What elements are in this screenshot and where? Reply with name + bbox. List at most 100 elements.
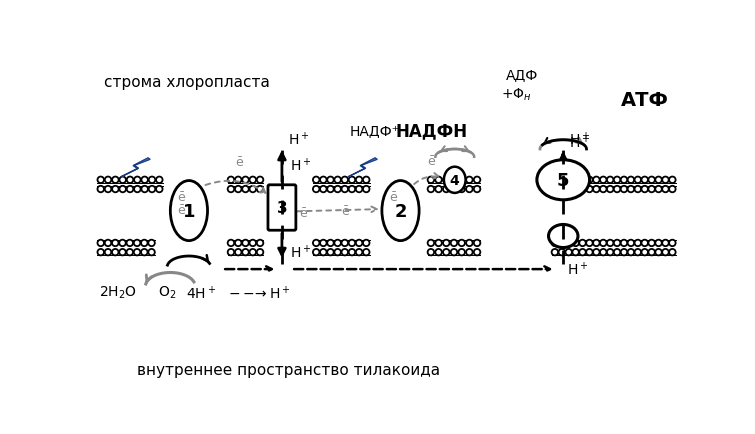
Circle shape (242, 177, 248, 184)
Circle shape (436, 240, 442, 247)
Circle shape (127, 186, 134, 193)
Text: 2: 2 (394, 202, 407, 220)
Circle shape (235, 177, 242, 184)
Text: 4H$^+$: 4H$^+$ (186, 284, 216, 301)
Circle shape (112, 250, 119, 256)
Circle shape (242, 186, 248, 193)
Text: $--\!\!\rightarrow$H$^+$: $--\!\!\rightarrow$H$^+$ (228, 284, 291, 301)
Circle shape (572, 250, 579, 256)
Circle shape (621, 177, 627, 184)
Circle shape (649, 186, 655, 193)
Circle shape (559, 186, 565, 193)
Ellipse shape (171, 181, 208, 241)
Circle shape (586, 177, 593, 184)
Circle shape (313, 250, 319, 256)
Circle shape (127, 250, 133, 256)
Circle shape (458, 240, 465, 247)
Circle shape (466, 250, 473, 256)
Circle shape (436, 186, 442, 193)
Circle shape (600, 250, 606, 256)
Circle shape (621, 250, 627, 256)
Circle shape (327, 177, 334, 184)
Circle shape (474, 240, 480, 247)
Circle shape (634, 186, 641, 193)
Circle shape (105, 186, 111, 193)
Circle shape (649, 240, 655, 247)
Circle shape (607, 186, 613, 193)
Circle shape (634, 177, 641, 184)
Circle shape (334, 250, 341, 256)
Circle shape (593, 177, 599, 184)
Circle shape (621, 186, 627, 193)
Circle shape (627, 186, 634, 193)
Circle shape (655, 177, 662, 184)
Circle shape (662, 186, 669, 193)
Circle shape (443, 177, 449, 184)
Circle shape (356, 177, 362, 184)
Circle shape (356, 186, 362, 193)
Circle shape (250, 240, 256, 247)
Circle shape (349, 240, 355, 247)
Circle shape (586, 250, 593, 256)
Circle shape (313, 177, 319, 184)
Circle shape (436, 250, 442, 256)
Circle shape (627, 240, 634, 247)
Text: строма хлоропласта: строма хлоропласта (103, 76, 270, 90)
Circle shape (627, 250, 634, 256)
Circle shape (149, 186, 156, 193)
Circle shape (235, 240, 242, 247)
Circle shape (235, 186, 242, 193)
Text: H$^+$: H$^+$ (569, 133, 591, 151)
Circle shape (662, 240, 669, 247)
Circle shape (119, 240, 126, 247)
Text: ē: ē (389, 191, 396, 204)
Circle shape (427, 250, 434, 256)
Circle shape (141, 240, 147, 247)
Circle shape (451, 250, 458, 256)
Circle shape (600, 186, 606, 193)
Text: АДФ: АДФ (506, 68, 538, 82)
Circle shape (627, 177, 634, 184)
Text: H$^+$: H$^+$ (290, 156, 311, 174)
Circle shape (127, 240, 133, 247)
Circle shape (458, 250, 465, 256)
Circle shape (363, 177, 369, 184)
Circle shape (257, 177, 263, 184)
Circle shape (250, 177, 256, 184)
Circle shape (97, 177, 104, 184)
Circle shape (235, 250, 242, 256)
Circle shape (141, 177, 148, 184)
Text: 3: 3 (276, 201, 287, 216)
Circle shape (363, 240, 369, 247)
Text: 5: 5 (557, 171, 569, 189)
Circle shape (427, 186, 434, 193)
Circle shape (148, 250, 155, 256)
Text: +Φ$_н$: +Φ$_н$ (501, 86, 532, 102)
Circle shape (349, 177, 355, 184)
Circle shape (443, 240, 449, 247)
Circle shape (662, 177, 669, 184)
Circle shape (356, 240, 362, 247)
Circle shape (600, 177, 606, 184)
Circle shape (552, 240, 558, 247)
Text: 1: 1 (183, 202, 196, 220)
Circle shape (119, 177, 126, 184)
Circle shape (607, 240, 613, 247)
Circle shape (634, 250, 641, 256)
Circle shape (579, 186, 586, 193)
Circle shape (149, 177, 156, 184)
Circle shape (586, 240, 593, 247)
Circle shape (642, 240, 648, 247)
Circle shape (593, 240, 599, 247)
Circle shape (565, 250, 572, 256)
Circle shape (565, 177, 572, 184)
FancyBboxPatch shape (268, 185, 296, 231)
Circle shape (642, 186, 648, 193)
Circle shape (565, 186, 572, 193)
Circle shape (458, 177, 465, 184)
Circle shape (669, 250, 676, 256)
Circle shape (466, 186, 473, 193)
Circle shape (586, 186, 593, 193)
Circle shape (552, 186, 558, 193)
Circle shape (156, 177, 162, 184)
